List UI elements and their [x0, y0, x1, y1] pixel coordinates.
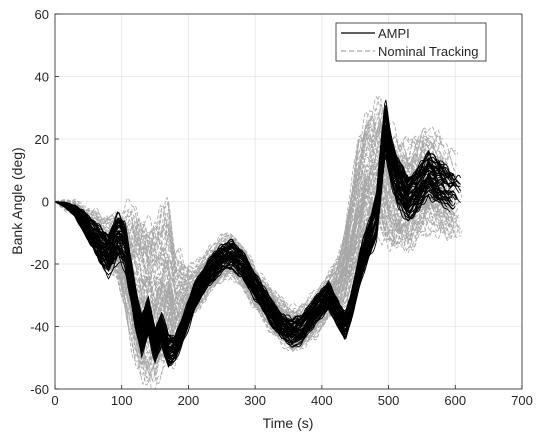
y-tick-label: -20 — [30, 257, 49, 272]
nominal-tracking-line — [54, 177, 456, 370]
ampi-line — [54, 108, 455, 340]
legend-ampi-label: AMPI — [378, 26, 410, 41]
ampi-line — [54, 141, 436, 359]
nominal-tracking-line — [54, 180, 459, 348]
nominal-tracking-line — [54, 195, 456, 364]
ampi-line — [54, 127, 444, 356]
y-tick-label: -40 — [30, 320, 49, 335]
nominal-tracking-line — [54, 201, 460, 367]
legend-box — [335, 22, 487, 62]
y-tick-label: 40 — [35, 70, 49, 85]
x-tick-label: 700 — [511, 393, 533, 408]
ampi-series — [54, 99, 461, 369]
ampi-line — [54, 123, 460, 352]
x-tick-label: 500 — [378, 393, 400, 408]
y-tick-label: 0 — [42, 195, 49, 210]
y-axis-label: Bank Angle (deg) — [9, 147, 25, 254]
y-tick-label: -60 — [30, 382, 49, 397]
nominal-tracking-line — [54, 177, 456, 348]
nominal-tracking-line — [54, 145, 461, 333]
tick-labels: 0 100 200 300 400 500 600 700 -60 -40 -20 0 20 40 60 — [30, 7, 533, 408]
legend-nominal-label: Nominal Tracking — [378, 44, 478, 59]
x-tick-label: 0 — [51, 393, 58, 408]
x-tick-label: 100 — [111, 393, 133, 408]
x-tick-label: 400 — [311, 393, 333, 408]
nominal-tracking-line — [55, 119, 447, 318]
legend: AMPI Nominal Tracking — [335, 22, 487, 62]
y-tick-label: 60 — [35, 7, 49, 22]
x-tick-label: 200 — [178, 393, 200, 408]
x-tick-label: 300 — [244, 393, 266, 408]
y-tick-label: 20 — [35, 132, 49, 147]
ampi-line — [54, 117, 440, 342]
ampi-line — [54, 115, 456, 342]
nominal-tracking-line — [55, 96, 442, 309]
x-axis-label: Time (s) — [263, 415, 314, 431]
x-tick-label: 600 — [444, 393, 466, 408]
nominal-tracking-line — [54, 194, 456, 369]
ampi-line — [54, 142, 439, 358]
